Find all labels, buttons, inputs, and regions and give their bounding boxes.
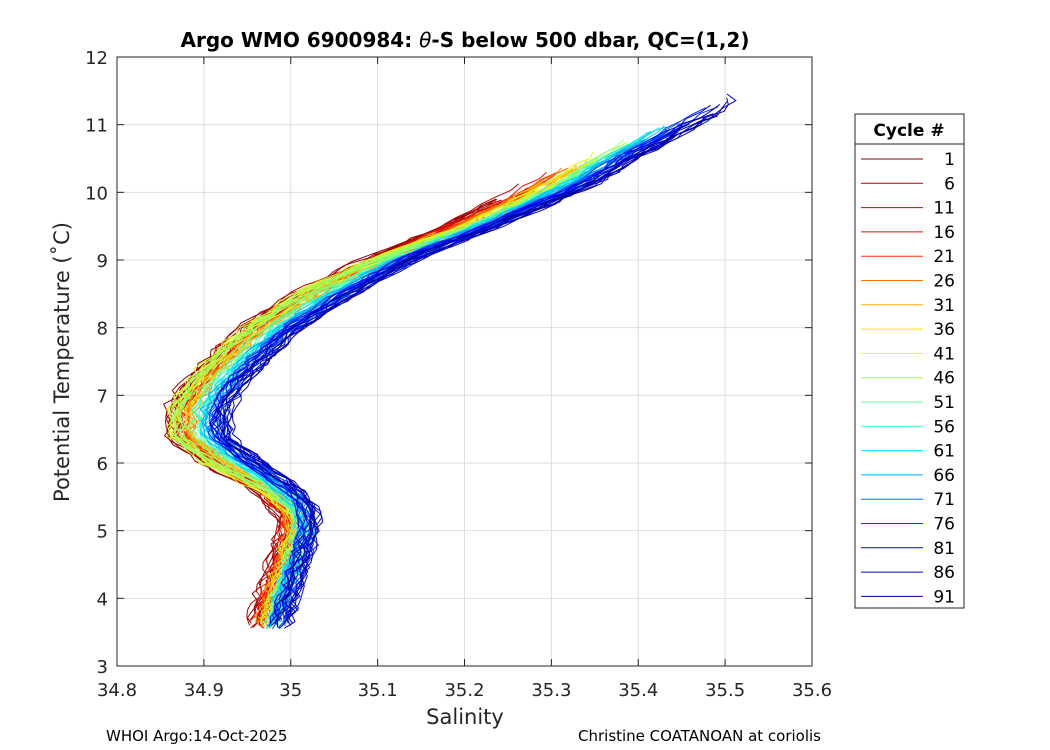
legend-label-61: 61 <box>933 442 955 462</box>
footer-left: WHOI Argo:14-Oct-2025 <box>106 727 287 745</box>
y-tick-label: 9 <box>97 251 108 272</box>
legend-label-66: 66 <box>933 466 955 486</box>
legend-box <box>854 113 965 609</box>
legend-label-1: 1 <box>944 150 955 170</box>
legend: Cycle # 16111621263136414651566166717681… <box>854 113 965 609</box>
legend-label-31: 31 <box>933 296 955 316</box>
legend-label-26: 26 <box>933 272 955 292</box>
y-axis-label: Potential Temperature (˚C) <box>50 222 74 502</box>
y-tick-label: 10 <box>85 183 108 204</box>
chart-title: Argo WMO 6900984: θ-S below 500 dbar, QC… <box>181 28 750 52</box>
legend-label-81: 81 <box>933 539 955 559</box>
x-tick-label: 35.3 <box>531 680 571 701</box>
profile-lines <box>163 93 737 630</box>
y-tick-label: 7 <box>97 386 108 407</box>
y-tick-label: 6 <box>97 454 108 475</box>
footer-right: Christine COATANOAN at coriolis <box>578 727 821 745</box>
legend-label-51: 51 <box>933 393 955 413</box>
legend-label-56: 56 <box>933 417 955 437</box>
legend-label-91: 91 <box>933 587 955 607</box>
cycle-88-profile <box>231 115 718 624</box>
legend-label-46: 46 <box>933 369 955 389</box>
cycle-90-profile <box>215 118 706 627</box>
legend-label-76: 76 <box>933 515 955 535</box>
x-tick-label: 35.6 <box>792 680 832 701</box>
y-tick-label: 12 <box>85 48 108 69</box>
legend-label-6: 6 <box>944 174 955 194</box>
cycle-85-profile <box>211 103 721 626</box>
cycle-82-profile <box>213 124 686 619</box>
legend-label-86: 86 <box>933 563 955 583</box>
cycle-87-profile <box>223 97 729 626</box>
x-tick-label: 35.4 <box>618 680 658 701</box>
cycle-83-profile <box>208 124 683 620</box>
y-tick-label: 5 <box>97 522 108 543</box>
y-tick-labels: 3 4 5 6 7 8 9 10 11 12 <box>85 48 108 678</box>
x-tick-labels: 34.8 34.9 35 35.1 35.2 35.3 35.4 35.5 35.6 <box>97 680 832 701</box>
x-tick-label: 34.9 <box>184 680 224 701</box>
x-axis-label: Salinity <box>426 705 504 729</box>
legend-label-11: 11 <box>933 199 955 219</box>
y-tick-label: 3 <box>97 657 108 678</box>
legend-label-21: 21 <box>933 247 955 267</box>
x-tick-label: 35.2 <box>444 680 484 701</box>
x-tick-label: 35.5 <box>705 680 745 701</box>
y-tick-label: 4 <box>97 589 108 610</box>
cycle-65-profile <box>199 131 651 619</box>
legend-label-41: 41 <box>933 344 955 364</box>
legend-label-16: 16 <box>933 223 955 243</box>
legend-label-36: 36 <box>933 320 955 340</box>
y-tick-label: 8 <box>97 319 108 340</box>
cycle-91-profile <box>217 113 714 622</box>
y-tick-label: 11 <box>85 116 108 137</box>
x-tick-label: 35.1 <box>358 680 398 701</box>
legend-label-71: 71 <box>933 490 955 510</box>
x-tick-label: 35 <box>279 680 302 701</box>
legend-title: Cycle # <box>873 121 944 141</box>
x-tick-label: 34.8 <box>97 680 137 701</box>
axis-ticks <box>116 56 813 667</box>
